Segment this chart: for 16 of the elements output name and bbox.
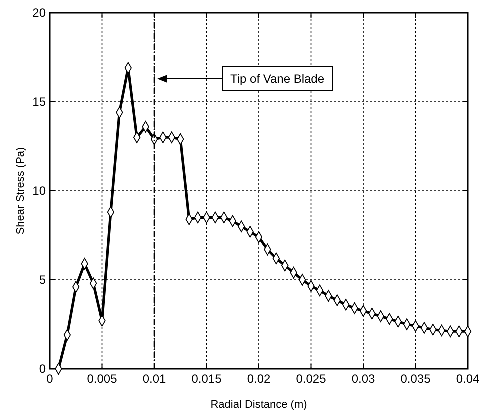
x-tick-label: 0.025 (296, 372, 327, 386)
y-tick-label: 5 (39, 273, 46, 287)
y-tick-label: 10 (32, 184, 46, 198)
y-tick-label: 20 (32, 6, 46, 20)
x-tick-label: 0.03 (352, 372, 376, 386)
ref-line-label: Tip of Vane Blade (230, 72, 325, 86)
x-tick-label: 0.01 (142, 372, 166, 386)
x-axis-title: Radial Distance (m) (210, 399, 308, 411)
x-tick-label: 0.035 (400, 372, 432, 386)
y-axis-title: Shear Stress (Pa) (15, 147, 27, 235)
x-tick-label: 0.015 (192, 372, 222, 386)
x-tick-label: 0.005 (87, 372, 118, 386)
x-tick-label: 0.04 (456, 372, 480, 386)
x-tick-label: 0.02 (247, 372, 271, 386)
y-tick-label: 0 (39, 362, 46, 376)
y-tick-label: 15 (32, 95, 46, 109)
